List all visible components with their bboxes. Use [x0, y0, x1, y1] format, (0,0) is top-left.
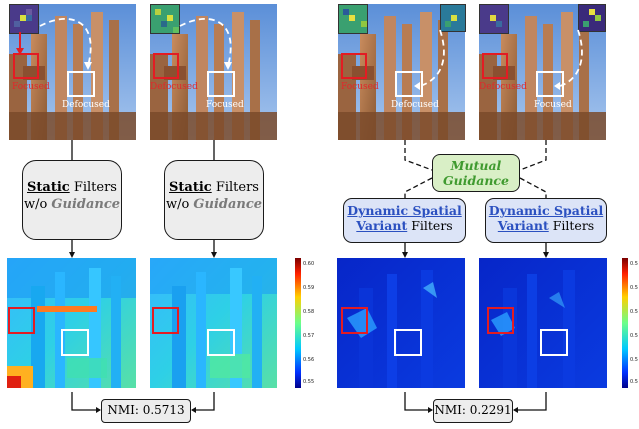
colorbar-right [622, 258, 628, 388]
defocused-label: Defocused [391, 100, 439, 110]
filter-patch-dynamic-focused-1 [338, 4, 368, 34]
defocused-label: Defocused [479, 82, 527, 92]
dynamic-filters-box-left: Dynamic Spatial Variant Filters [343, 198, 466, 243]
static-filters-line2: w/o Guidance [23, 196, 121, 213]
filters-word: Filters [69, 180, 117, 195]
focused-region-box [341, 53, 367, 79]
colorbar-tick: 0.5 [630, 357, 638, 363]
heatmap-static-right [150, 258, 277, 388]
static-word: Static [27, 180, 70, 195]
focused-region-box [341, 307, 368, 334]
mutual-guidance-box: Mutual Guidance [432, 154, 520, 192]
filter-patch-dynamic-focused-2 [479, 4, 509, 34]
static-filters-line1: Static Filters [165, 179, 263, 196]
defocused-label: Defocused [62, 100, 110, 110]
filter-patch-static-right [150, 4, 180, 34]
guidance-word: Guidance [51, 197, 121, 212]
colorbar-left [295, 258, 301, 388]
heatmap-dynamic-right [479, 258, 607, 388]
focused-region-box [152, 307, 179, 334]
defocused-region-box [540, 329, 568, 356]
dynamic-line2: Variant Filters [486, 218, 606, 233]
photo-focused-left [9, 4, 136, 140]
colorbar-tick: 0.59 [303, 285, 315, 291]
defocused-region-box [67, 71, 95, 97]
defocused-region-box [207, 329, 235, 356]
static-filters-line2: w/o Guidance [165, 196, 263, 213]
focused-region-box [13, 53, 39, 79]
defocused-label: Defocused [150, 82, 198, 92]
focused-label: Focused [206, 100, 244, 110]
dynamic-line2: Variant Filters [344, 218, 465, 233]
filter-patch-static-left [9, 4, 39, 34]
colorbar-tick: 0.56 [303, 357, 315, 363]
without-word: w/o [165, 197, 194, 212]
without-word: w/o [23, 197, 52, 212]
defocused-region-box [395, 71, 423, 97]
defocused-region-box [61, 329, 89, 356]
focused-region-box [482, 53, 508, 79]
dynamic-line1: Dynamic Spatial [488, 203, 604, 218]
filters-word: Filters [548, 218, 595, 233]
variant-word: Variant [356, 218, 408, 233]
filters-word: Filters [407, 218, 453, 233]
focused-label: Focused [341, 82, 379, 92]
focused-region-box [487, 307, 514, 334]
filter-patch-dynamic-defocused-2 [578, 4, 606, 32]
colorbar-tick: 0.57 [303, 333, 315, 339]
dynamic-filters-box-right: Dynamic Spatial Variant Filters [485, 198, 607, 243]
nmi-left-box: NMI: 0.5713 [101, 399, 191, 423]
colorbar-tick: 0.60 [303, 261, 315, 267]
mutual-line1: Mutual [450, 158, 502, 173]
dynamic-line1: Dynamic Spatial [347, 203, 462, 218]
colorbar-tick: 0.5 [630, 285, 638, 291]
defocused-region-box [207, 71, 235, 97]
static-filters-box-left: Static Filters w/o Guidance [22, 160, 122, 240]
static-filters-box-right: Static Filters w/o Guidance [164, 160, 264, 240]
heatmap-dynamic-left [337, 258, 465, 388]
nmi-right-box: NMI: 0.2291 [433, 399, 513, 423]
focused-label: Focused [534, 100, 572, 110]
colorbar-tick: 0.5 [630, 379, 638, 385]
filter-patch-dynamic-defocused-1 [440, 4, 466, 32]
colorbar-tick: 0.58 [303, 309, 315, 315]
mutual-line2: Guidance [442, 173, 509, 188]
guidance-word: Guidance [193, 197, 263, 212]
heatmap-static-left [7, 258, 136, 388]
colorbar-tick: 0.5 [630, 333, 638, 339]
static-filters-line1: Static Filters [23, 179, 121, 196]
defocused-region-box [394, 329, 422, 356]
focused-region-box [153, 53, 179, 79]
filters-word: Filters [211, 180, 259, 195]
variant-word: Variant [497, 218, 549, 233]
colorbar-tick: 0.5 [630, 309, 638, 315]
colorbar-tick: 0.55 [303, 379, 315, 385]
static-word: Static [169, 180, 212, 195]
colorbar-tick: 0.5 [630, 261, 638, 267]
focused-label: Focused [12, 82, 50, 92]
focused-region-box [8, 307, 35, 334]
